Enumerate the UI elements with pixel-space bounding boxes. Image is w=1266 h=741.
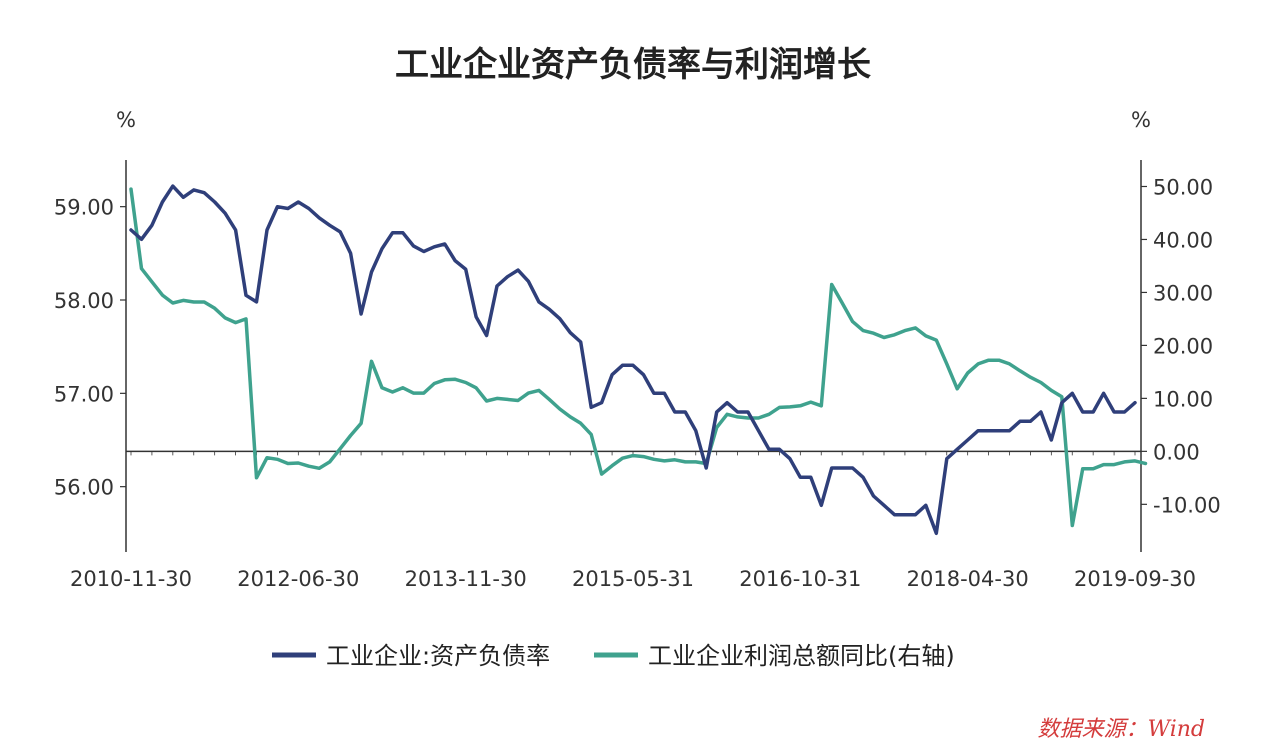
right-y-tick-label: 0.00 — [1153, 440, 1200, 464]
chart-title: 工业企业资产负债率与利润增长 — [395, 45, 871, 85]
right-y-tick-label: 10.00 — [1153, 387, 1213, 411]
series-line-profit-growth — [129, 187, 1148, 528]
x-tick-label: 2018-04-30 — [907, 567, 1029, 591]
series-layer — [129, 184, 1148, 536]
x-tick-label: 2012-06-30 — [237, 567, 359, 591]
right-y-tick-label: 30.00 — [1153, 281, 1213, 305]
series-line-debt-ratio — [129, 184, 1137, 536]
x-tick-label: 2010-11-30 — [70, 567, 192, 591]
right-y-tick-label: 50.00 — [1153, 175, 1213, 199]
x-tick-label: 2015-05-31 — [572, 567, 694, 591]
right-y-tick-label: 20.00 — [1153, 334, 1213, 358]
left-y-tick-label: 59.00 — [54, 196, 114, 220]
data-source-note: 数据来源：Wind — [1037, 717, 1205, 741]
right-y-tick-label: 40.00 — [1153, 228, 1213, 252]
right-y-tick-label: -10.00 — [1153, 493, 1221, 517]
axes-group: 59.00 58.00 57.00 56.00 50.00 40.00 30.00 20.00… — [54, 160, 1221, 591]
legend-label-debt-ratio: 工业企业:资产负债率 — [326, 642, 550, 670]
left-axis-unit: % — [116, 108, 136, 132]
left-y-tick-label: 58.00 — [54, 289, 114, 313]
x-tick-label: 2013-11-30 — [405, 567, 527, 591]
left-y-tick-label: 57.00 — [54, 382, 114, 406]
legend: 工业企业:资产负债率 工业企业利润总额同比(右轴) — [272, 642, 955, 670]
legend-label-profit-growth: 工业企业利润总额同比(右轴) — [648, 642, 955, 670]
x-tick-label: 2016-10-31 — [739, 567, 861, 591]
left-y-tick-label: 56.00 — [54, 476, 114, 500]
x-tick-label: 2019-09-30 — [1074, 567, 1196, 591]
right-axis-unit: % — [1131, 108, 1151, 132]
